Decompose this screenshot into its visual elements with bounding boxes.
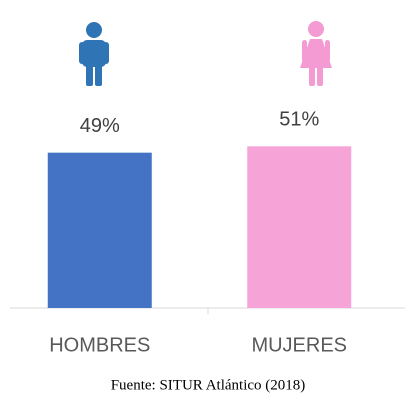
- bar: [247, 146, 352, 308]
- value-label: 51%: [279, 109, 319, 131]
- woman-icon: [300, 21, 332, 86]
- x-tick-label: HOMBRES: [49, 334, 150, 356]
- source: Fuente: SITUR Atlántico (2018): [111, 377, 306, 393]
- bar: [47, 152, 152, 308]
- value-label: 49%: [80, 115, 120, 137]
- x-tick-label: MUJERES: [251, 334, 347, 356]
- man-icon: [79, 22, 109, 86]
